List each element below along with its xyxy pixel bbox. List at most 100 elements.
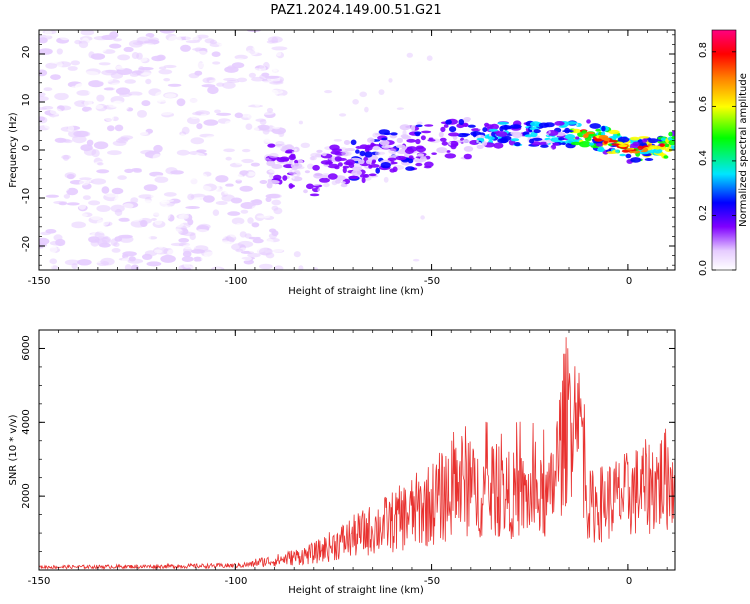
spectrogram-blob [181, 256, 194, 262]
spectrogram-blob [272, 125, 281, 130]
snr-x-axis-label: Height of straight line (km) [288, 585, 424, 596]
spectrogram-blob [339, 113, 347, 117]
spectrogram-blob [265, 241, 274, 248]
spectrogram-blob [352, 99, 359, 105]
spectrogram-blob [367, 98, 374, 104]
spectrogram-blob [304, 170, 310, 174]
spectrogram-blob [222, 81, 236, 89]
spectrogram-blob [240, 209, 249, 214]
spectrogram-blob [96, 169, 110, 174]
spectrogram-blob [90, 53, 106, 60]
spectrogram-blob [632, 141, 640, 147]
spectrogram-blob [159, 232, 175, 239]
spectrogram-blob [487, 136, 495, 141]
spectrogram-blob [280, 198, 290, 204]
spectrogram-blob [348, 105, 358, 108]
spectrogram-blob [143, 203, 155, 208]
spectrogram-blob [39, 116, 48, 124]
spectrogram-blob [350, 139, 357, 146]
spectrogram-blob [438, 131, 444, 138]
spectrogram-blob [91, 133, 99, 137]
spectrogram-blob [115, 87, 131, 95]
spectrogram-blob [50, 108, 62, 115]
spectrogram-blob [298, 120, 303, 125]
spectrogram-blob [235, 47, 243, 54]
spectrogram-blob [251, 199, 263, 206]
spectrogram-blob [547, 111, 550, 115]
spectrogram-blob [277, 222, 287, 229]
spectrogram-blob [80, 30, 95, 36]
spectrogram-blob [618, 144, 628, 148]
spectrogram-blob [307, 163, 314, 170]
spectrogram-blob [648, 138, 658, 144]
spectrogram-blob [48, 164, 65, 169]
spectrogram-blob [96, 154, 113, 159]
spectrogram-blob [478, 149, 481, 153]
spectrogram-blob [181, 126, 190, 135]
spectrogram-blob [54, 88, 68, 94]
spectrogram-blob [441, 141, 448, 146]
spectrogram-blob [411, 125, 416, 132]
spectrogram-blob [204, 178, 211, 184]
spectrogram-blob [396, 137, 403, 144]
spectrogram-blob [293, 132, 296, 136]
spectrogram-blob [660, 137, 667, 142]
spectrogram-blob [215, 251, 228, 258]
spectrogram-blob [364, 251, 374, 258]
spectrogram-blob [540, 144, 549, 148]
spectrogram-blob [141, 43, 155, 47]
spectrogram-blob [574, 181, 577, 185]
spectrogram-blob [192, 47, 208, 52]
spectrogram-blob [549, 136, 552, 140]
spectrogram-blob [294, 148, 297, 152]
spectrogram-blob [179, 133, 187, 141]
spectrogram-blob [113, 38, 122, 42]
spectrogram-blob [149, 96, 158, 101]
spectrogram-blob [117, 30, 131, 38]
spectrogram-blob [364, 151, 373, 158]
spectrogram-blob [250, 162, 260, 167]
spectrogram-blob [421, 261, 431, 265]
spectrogram-blob [50, 74, 61, 80]
spectrogram-blob [501, 135, 512, 141]
spectrogram-blob [91, 62, 98, 70]
spectrogram-blob [397, 42, 403, 47]
spectrogram-blob [317, 82, 324, 89]
spectrogram-blob [216, 82, 225, 87]
spectrogram-blob [376, 41, 385, 48]
spectrogram-blob [124, 51, 133, 55]
spectrogram-blob [304, 248, 314, 251]
spectrogram-y-axis-label: Frequency (Hz) [8, 112, 19, 188]
spectrogram-blob [72, 135, 87, 144]
spectrogram-blob [327, 173, 338, 180]
spectrogram-blob [380, 162, 391, 169]
colorbar-tick-label: 0.0 [698, 260, 709, 276]
spectrogram-blob [216, 112, 232, 116]
spectrogram-blob [663, 155, 669, 159]
spectrogram-blob [266, 107, 274, 113]
spectrogram-blob [194, 62, 206, 69]
spectrogram-blob [405, 166, 415, 171]
spectrogram-blob [88, 236, 100, 243]
spectrogram-blob [158, 107, 174, 116]
spectrogram-blob [201, 84, 216, 88]
spectrogram-blob [163, 211, 171, 220]
spectrogram-blob [128, 215, 143, 222]
spectrogram-blob [293, 113, 296, 116]
spectrogram-blob [154, 176, 169, 183]
spectrogram-blob [514, 142, 521, 147]
spectrogram-blob [225, 183, 235, 187]
spectrogram-blob [107, 125, 115, 132]
spectrogram-blob [189, 178, 203, 185]
spectrogram-blob [207, 86, 219, 95]
spectrogram-blob [639, 152, 649, 155]
spectrogram-blob [303, 189, 308, 194]
spectrogram-blob [91, 149, 100, 158]
spectrogram-blob [342, 165, 350, 169]
spectrogram-blob [203, 217, 213, 224]
snr-ticks [38, 329, 675, 570]
spectrogram-blob [621, 146, 628, 150]
spectrogram-blob [348, 182, 356, 186]
spectrogram-blob [372, 145, 380, 151]
